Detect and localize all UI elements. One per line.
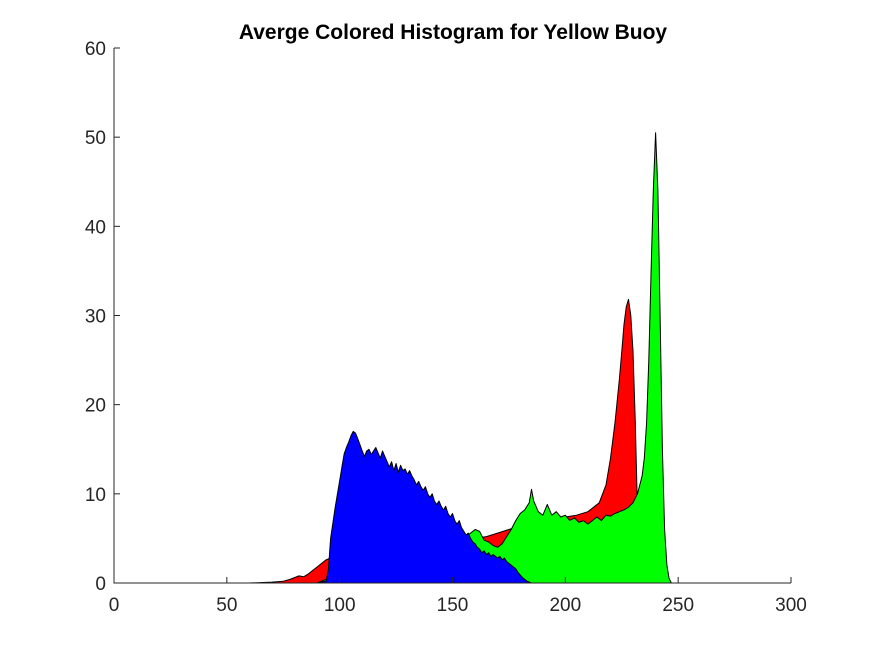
chart-title: Averge Colored Histogram for Yellow Buoy	[239, 21, 668, 44]
x-tick-label: 50	[216, 595, 237, 616]
x-tick-label: 100	[324, 595, 356, 616]
y-ticks: 0 10 20 30 40 50 60	[85, 39, 120, 595]
histogram-areas	[113, 132, 690, 584]
y-tick-label: 10	[85, 485, 106, 506]
y-tick-label: 30	[85, 307, 106, 328]
x-tick-label: 150	[437, 595, 469, 616]
x-tick-label: 0	[109, 595, 120, 616]
y-tick-label: 50	[85, 128, 106, 149]
y-tick-label: 0	[95, 574, 106, 595]
x-tick-label: 300	[775, 595, 807, 616]
histogram-area-2	[113, 430, 690, 584]
x-ticks: 0 50 100 150 200 250 300	[109, 577, 807, 616]
chart-axes	[113, 48, 791, 584]
x-tick-label: 200	[549, 595, 581, 616]
y-tick-label: 20	[85, 396, 106, 417]
x-tick-label: 250	[662, 595, 694, 616]
y-tick-label: 40	[85, 217, 106, 238]
y-tick-label: 60	[85, 39, 106, 60]
